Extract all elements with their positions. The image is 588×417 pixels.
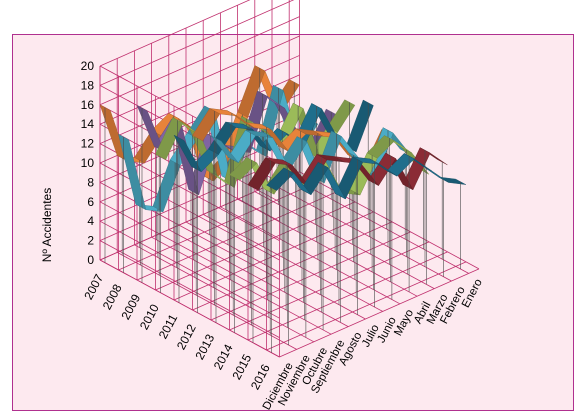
year-label: 2011 — [156, 312, 181, 342]
grid-line — [229, 241, 430, 331]
y-tick-label: 6 — [87, 195, 94, 209]
grid-line — [99, 240, 280, 338]
ribbon-segment — [421, 165, 449, 183]
year-label: 2010 — [137, 302, 162, 332]
y-tick-label: 14 — [81, 117, 95, 131]
y-tick-label: 8 — [87, 175, 94, 189]
grid-line — [266, 261, 467, 351]
grid-line — [117, 252, 297, 350]
grid-line — [279, 268, 480, 358]
grid-line — [99, 35, 300, 125]
ribbon-series-group — [99, 65, 466, 353]
ribbon-segment — [266, 167, 295, 191]
year-label: 2009 — [118, 292, 143, 322]
y-tick-label: 4 — [87, 214, 94, 228]
ribbon-segment — [210, 135, 239, 163]
year-label: 2008 — [100, 282, 125, 312]
grid-line — [99, 201, 280, 300]
ribbon-segment — [99, 104, 128, 162]
ribbon-segment — [173, 134, 202, 173]
grid-line — [247, 251, 448, 341]
grid-line — [99, 16, 300, 106]
series-2015 — [247, 147, 448, 343]
grid-line — [99, 220, 280, 319]
y-tick-label: 18 — [81, 78, 95, 92]
grid-line — [99, 182, 280, 280]
year-label: 2007 — [81, 272, 106, 302]
grid-line — [151, 236, 332, 335]
year-label: 2014 — [211, 342, 236, 372]
y-tick-label: 0 — [87, 253, 94, 267]
grid-line — [210, 231, 411, 321]
grid-line — [168, 229, 349, 327]
grid-line — [192, 221, 393, 311]
ribbon-segment — [118, 133, 147, 211]
ribbon-segment — [247, 157, 276, 191]
ribbon-segment — [155, 117, 184, 160]
year-label: 2015 — [229, 352, 254, 382]
y-tick-label: 10 — [81, 156, 95, 170]
y-tick-label: 20 — [81, 59, 95, 73]
grid-line — [99, 0, 251, 67]
grid-line — [99, 259, 280, 358]
year-label: 2012 — [174, 322, 199, 352]
year-label: 2013 — [192, 332, 217, 362]
grid-line — [134, 244, 315, 343]
ribbon-segment — [192, 108, 221, 142]
series-2016 — [266, 153, 466, 353]
y-tick-label: 12 — [81, 137, 95, 151]
y-axis-label: Nº Accidentes — [40, 188, 54, 262]
ribbon-segment — [229, 157, 258, 181]
grid-line — [99, 0, 295, 86]
y-tick-label: 2 — [87, 234, 94, 248]
y-tick-label: 16 — [81, 98, 95, 112]
grid-line — [99, 55, 300, 144]
year-label: 2016 — [248, 362, 273, 392]
